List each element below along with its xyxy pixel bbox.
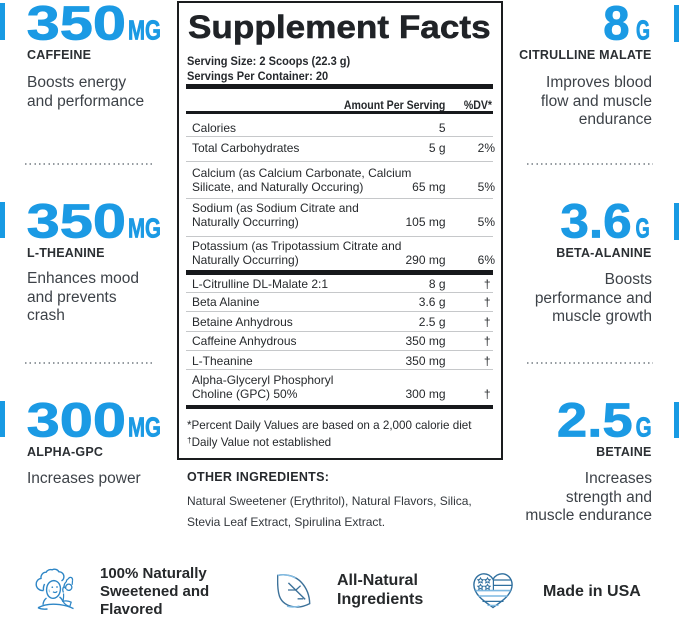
svg-text:350: 350 — [27, 2, 126, 46]
svg-text:MG: MG — [128, 15, 161, 46]
svg-text:8: 8 — [603, 2, 629, 46]
svg-text:G: G — [636, 15, 650, 46]
svg-text:300: 300 — [27, 399, 126, 443]
svg-text:MG: MG — [128, 213, 161, 244]
svg-text:G: G — [636, 412, 652, 443]
svg-text:2.5: 2.5 — [557, 399, 633, 443]
svg-text:3.6: 3.6 — [560, 200, 631, 244]
svg-text:MG: MG — [128, 412, 161, 443]
svg-text:350: 350 — [27, 200, 126, 244]
svg-text:G: G — [636, 213, 650, 244]
